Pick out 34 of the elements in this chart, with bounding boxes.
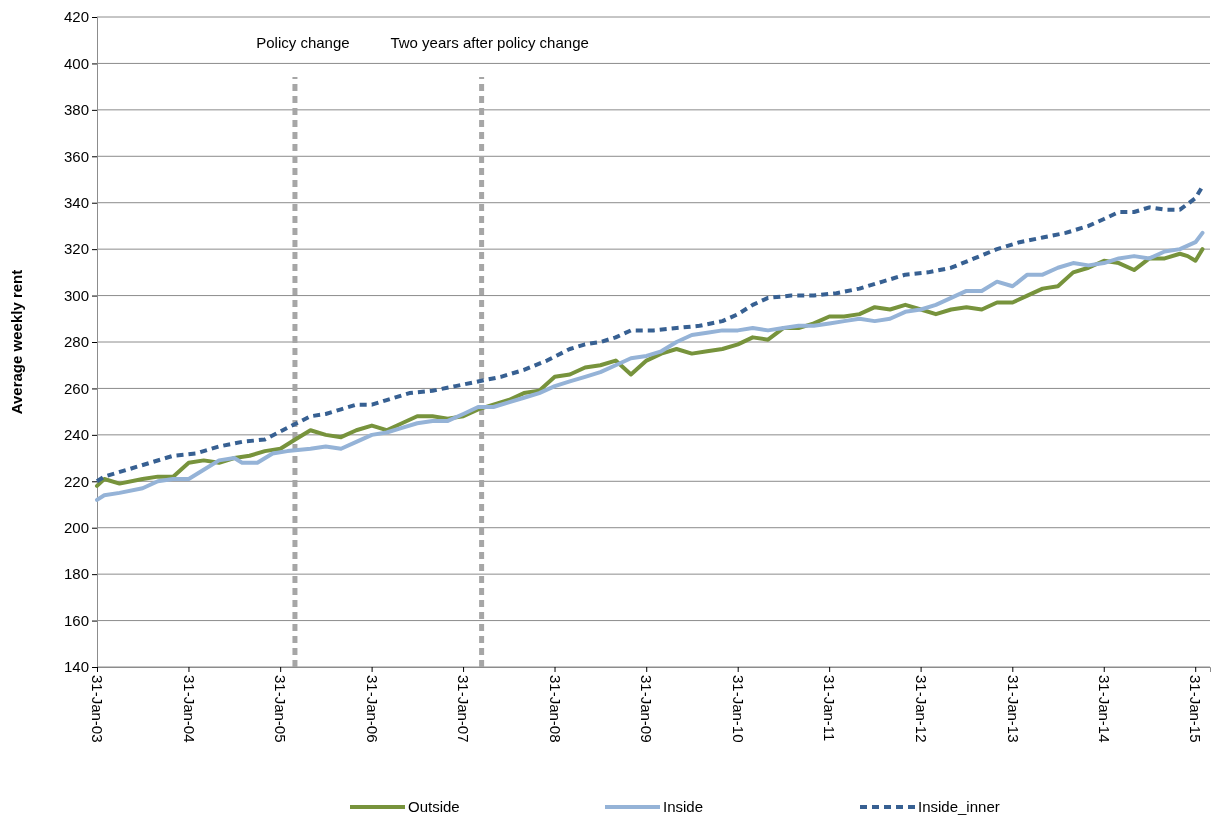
y-tick-label: 280 — [63, 333, 89, 351]
ref-line-label: Two years after policy change — [390, 34, 589, 51]
legend-label: Inside — [663, 798, 704, 815]
y-axis-title: Average weekly rent — [8, 269, 25, 415]
y-tick-label: 240 — [63, 426, 89, 444]
x-tick-label: 31-Jan-07 — [455, 675, 473, 743]
x-tick-label: 31-Jan-12 — [912, 675, 930, 743]
y-tick-label: 340 — [63, 194, 89, 212]
y-tick-label: 220 — [63, 472, 89, 490]
x-tick-label: 31-Jan-04 — [180, 675, 198, 743]
legend-label: Outside — [408, 798, 460, 815]
x-tick-label: 31-Jan-08 — [546, 675, 564, 743]
x-tick-label: 31-Jan-15 — [1187, 675, 1205, 743]
ref-line-label: Policy change — [256, 34, 350, 51]
y-tick-label: 260 — [63, 379, 89, 397]
y-tick-label: 200 — [63, 519, 89, 537]
y-tick-label: 380 — [63, 101, 89, 119]
x-tick-label: 31-Jan-14 — [1096, 675, 1114, 743]
y-tick-label: 400 — [63, 54, 89, 72]
x-tick-label: 31-Jan-03 — [89, 675, 107, 743]
x-tick-label: 31-Jan-13 — [1004, 675, 1022, 743]
y-tick-label: 180 — [63, 565, 89, 583]
x-tick-label: 31-Jan-09 — [638, 675, 656, 743]
y-tick-label: 320 — [63, 240, 89, 258]
y-tick-label: 300 — [63, 286, 89, 304]
y-tick-label: 140 — [63, 658, 89, 676]
x-tick-label: 31-Jan-06 — [363, 675, 381, 743]
y-tick-label: 360 — [63, 147, 89, 165]
x-tick-label: 31-Jan-11 — [821, 675, 839, 742]
legend-label: Inside_inner — [918, 798, 1000, 815]
x-tick-label: 31-Jan-10 — [729, 675, 747, 743]
y-tick-label: 420 — [63, 8, 89, 26]
y-tick-label: 160 — [63, 611, 89, 629]
x-tick-label: 31-Jan-05 — [272, 675, 290, 743]
